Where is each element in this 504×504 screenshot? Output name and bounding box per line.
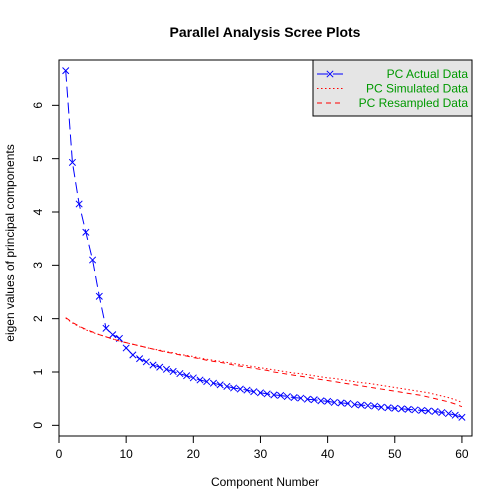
- data-point-x-marker: [149, 361, 157, 369]
- y-tick-label: 3: [31, 262, 45, 269]
- y-axis-label: eigen values of principal components: [3, 144, 17, 341]
- data-point-x-marker: [169, 367, 177, 376]
- legend-entry-2: PC Simulated Data: [317, 82, 468, 96]
- legend-box: [312, 59, 473, 117]
- y-tick-label: 1: [31, 368, 45, 375]
- y-tick-label: 2: [31, 315, 45, 322]
- data-point-x-marker: [371, 402, 379, 410]
- data-point-x-marker: [209, 379, 218, 387]
- data-point-x-marker: [270, 391, 278, 399]
- data-point-x-marker: [397, 405, 406, 413]
- x-axis: 0 10 20 30 40 50 60: [56, 435, 469, 461]
- data-point-x-marker: [216, 381, 224, 389]
- data-point-x-marker: [431, 407, 439, 416]
- data-point-x-marker: [418, 406, 426, 414]
- data-point-x-marker: [136, 355, 144, 363]
- data-point-x-marker: [162, 365, 171, 373]
- data-point-x-marker: [310, 396, 318, 404]
- legend-entry-3: PC Resampled Data: [317, 96, 468, 110]
- series-1: [62, 67, 466, 421]
- data-point-x-marker: [384, 404, 392, 412]
- data-point-x-marker: [142, 358, 150, 366]
- data-point-x-marker: [176, 370, 184, 378]
- data-point-x-marker: [364, 402, 372, 410]
- y-tick-label: 4: [31, 208, 45, 215]
- y-tick-label: 6: [31, 102, 45, 109]
- series-line: [65, 70, 463, 418]
- data-point-x-marker: [357, 401, 365, 409]
- chart-title: Parallel Analysis Scree Plots: [170, 24, 361, 40]
- legend-label: PC Actual Data: [387, 67, 469, 81]
- data-point-x-marker: [283, 392, 291, 401]
- data-point-x-marker: [438, 408, 446, 417]
- legend-label: PC Resampled Data: [359, 96, 469, 110]
- x-tick-label: 0: [56, 447, 63, 461]
- data-point-x-marker: [75, 200, 83, 208]
- data-point-x-marker: [391, 404, 399, 412]
- data-point-x-marker: [411, 406, 419, 414]
- legend-x-marker: [326, 70, 334, 78]
- data-point-x-marker: [156, 363, 164, 371]
- data-point-x-marker: [263, 390, 271, 398]
- data-point-x-marker: [223, 382, 231, 390]
- data-point-x-marker: [95, 292, 103, 300]
- data-point-x-marker: [189, 374, 197, 382]
- data-point-x-marker: [196, 376, 204, 384]
- x-tick-label: 30: [254, 447, 268, 461]
- data-point-x-marker: [324, 397, 332, 405]
- data-point-x-marker: [183, 372, 191, 380]
- data-point-x-marker: [256, 389, 265, 397]
- data-point-x-marker: [337, 399, 345, 407]
- data-point-x-marker: [424, 407, 432, 415]
- data-point-x-marker: [404, 405, 412, 413]
- data-point-x-marker: [344, 399, 352, 408]
- y-tick-label: 5: [31, 155, 45, 162]
- data-point-x-marker: [68, 158, 76, 166]
- data-point-x-marker: [297, 394, 305, 402]
- x-axis-label: Component Number: [211, 475, 319, 489]
- data-point-x-marker: [377, 403, 385, 411]
- data-point-x-marker: [317, 397, 325, 405]
- data-point-x-marker: [230, 384, 238, 392]
- data-point-x-marker: [290, 394, 298, 402]
- data-point-x-marker: [203, 378, 211, 386]
- data-point-x-marker: [330, 398, 338, 406]
- y-tick-label: 0: [31, 422, 45, 429]
- data-point-x-marker: [62, 67, 70, 75]
- data-point-x-marker: [243, 386, 251, 394]
- x-tick-label: 60: [455, 447, 469, 461]
- legend-label: PC Simulated Data: [366, 82, 468, 96]
- y-axis: 0 1 2 3 4 5 6: [31, 102, 60, 429]
- data-point-x-marker: [109, 331, 117, 339]
- x-tick-label: 40: [321, 447, 335, 461]
- data-point-x-marker: [277, 391, 285, 400]
- data-point-x-marker: [444, 410, 453, 418]
- data-point-x-marker: [350, 400, 359, 409]
- legend-entry-1: PC Actual Data: [317, 67, 468, 81]
- data-point-x-marker: [250, 388, 258, 396]
- x-tick-label: 20: [187, 447, 201, 461]
- data-point-x-marker: [458, 413, 466, 421]
- data-point-x-marker: [82, 228, 90, 236]
- data-point-x-marker: [451, 411, 459, 419]
- data-point-x-marker: [89, 256, 97, 264]
- series-layer: [62, 67, 466, 421]
- data-point-x-marker: [129, 351, 137, 359]
- data-point-x-marker: [122, 344, 130, 352]
- data-point-x-marker: [236, 385, 244, 393]
- data-point-x-marker: [303, 395, 312, 403]
- x-tick-label: 10: [119, 447, 133, 461]
- x-tick-label: 50: [388, 447, 402, 461]
- data-point-x-marker: [102, 324, 110, 332]
